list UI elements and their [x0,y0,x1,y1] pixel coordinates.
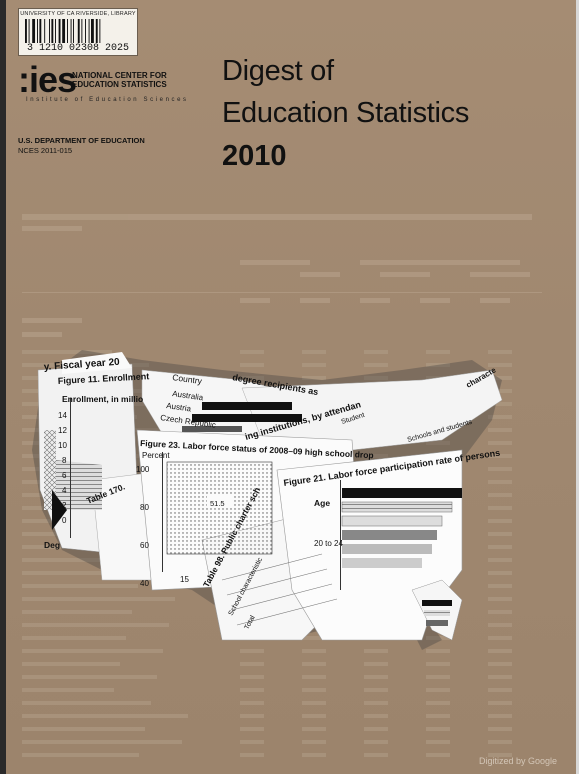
y-tick-label: 10 [58,441,67,450]
title-line1: Digest of [222,55,334,87]
age-20-24: 20 to 24 [314,539,343,548]
barcode-bars [25,19,101,43]
figure11-label: Figure 11. Enrollment [58,371,150,386]
scan-edge-left [0,0,6,774]
statistics-collage: y. Fiscal year 20 Figure 11. Enrollment … [32,350,503,650]
country-name: Australia [172,389,205,402]
age-label: Age [314,498,330,508]
ies-logo: :ies NATIONAL CENTER FOR EDUCATION STATI… [16,62,186,112]
report-number: NCES 2011-015 [18,146,73,155]
enrollment-label: Enrollment, in millio [62,394,143,404]
y-tick-label: 14 [58,411,67,420]
y-tick-label: 12 [58,426,67,435]
y-tick-label: 0 [62,516,67,525]
percent-tick-label: 100 [136,465,150,474]
ies-institute: Institute of Education Sciences [26,97,189,103]
barcode-number: 3 1210 02308 2025 [26,43,130,54]
ies-org-line2: EDUCATION STATISTICS [72,80,167,89]
cover-year: 2010 [222,140,287,172]
value-51-5: 51.5 [210,499,225,508]
department-name: U.S. DEPARTMENT OF EDUCATION [18,136,145,145]
degree-label: Deg [44,540,60,550]
ies-mark: :ies [18,59,77,100]
country-name: Austria [166,401,192,413]
country-header: Country [172,372,204,386]
cover-title: Digest of Education Statistics [222,50,542,134]
y-tick-label: 8 [62,456,67,465]
library-barcode-label: UNIVERSITY OF CA RIVERSIDE, LIBRARY 3 12… [18,8,138,56]
tick-15: 15 [180,575,189,584]
barcode-header: UNIVERSITY OF CA RIVERSIDE, LIBRARY [20,11,136,17]
percent-label: Percent [142,451,170,460]
y-tick-label: 4 [62,486,67,495]
y-tick-label: 6 [62,471,67,480]
ies-org-line1: NATIONAL CENTER FOR [72,71,167,80]
y-tick-label: 2 [62,501,67,510]
ies-org-name: NATIONAL CENTER FOR EDUCATION STATISTICS [72,71,182,89]
percent-tick-label: 60 [140,541,149,550]
scan-edge-right [576,0,579,774]
fiscal-year-label: y. Fiscal year 20 [43,357,120,373]
percent-tick-label: 40 [140,579,149,588]
title-line2: Education Statistics [222,97,470,129]
digitized-watermark: Digitized by Google [478,756,557,766]
percent-tick-label: 80 [140,503,149,512]
